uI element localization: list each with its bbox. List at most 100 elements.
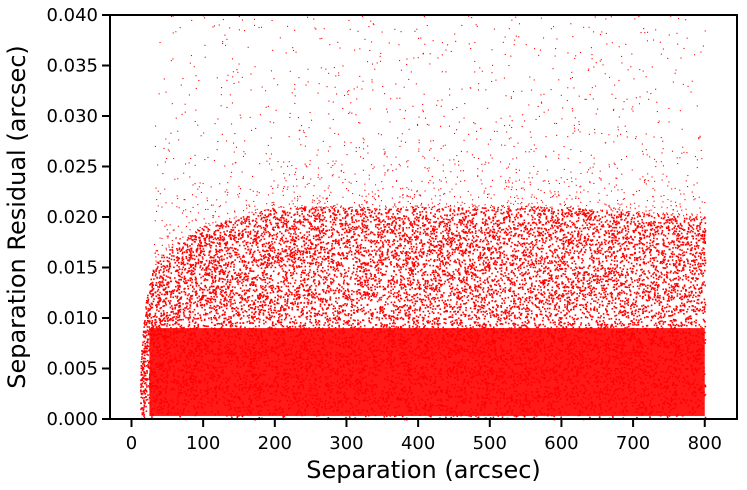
data-point bbox=[612, 330, 614, 332]
data-point bbox=[169, 314, 171, 316]
data-point bbox=[321, 369, 324, 372]
data-point bbox=[574, 366, 576, 369]
data-point bbox=[588, 348, 590, 350]
data-point bbox=[620, 272, 623, 275]
data-point bbox=[515, 228, 517, 230]
data-point bbox=[653, 271, 655, 274]
data-point bbox=[352, 226, 354, 228]
data-point bbox=[563, 286, 566, 289]
data-point bbox=[210, 255, 212, 258]
data-point bbox=[483, 404, 486, 407]
data-point bbox=[398, 376, 401, 379]
data-point bbox=[451, 212, 454, 215]
data-point bbox=[423, 372, 425, 374]
data-point bbox=[309, 321, 311, 323]
data-point bbox=[641, 219, 643, 221]
data-point bbox=[580, 384, 583, 386]
data-point bbox=[510, 394, 513, 397]
data-point bbox=[655, 411, 658, 414]
data-point bbox=[307, 358, 309, 360]
data-point bbox=[488, 264, 491, 266]
data-point bbox=[486, 313, 488, 315]
data-points bbox=[140, 15, 707, 421]
data-point bbox=[662, 267, 665, 269]
data-point bbox=[476, 393, 478, 396]
data-point bbox=[580, 233, 583, 236]
data-point bbox=[198, 382, 201, 384]
data-point bbox=[376, 292, 379, 294]
data-point bbox=[399, 238, 401, 241]
data-point bbox=[675, 267, 678, 269]
data-point bbox=[277, 294, 279, 297]
data-point bbox=[302, 218, 305, 221]
data-point bbox=[663, 403, 666, 405]
data-point bbox=[701, 234, 704, 236]
data-point bbox=[448, 412, 451, 415]
data-point bbox=[408, 373, 410, 376]
data-point bbox=[533, 362, 536, 364]
data-point bbox=[196, 304, 198, 307]
data-point bbox=[499, 337, 501, 340]
data-point bbox=[517, 305, 520, 308]
data-point bbox=[196, 297, 199, 299]
data-point bbox=[457, 247, 460, 250]
data-point bbox=[229, 292, 232, 294]
data-point bbox=[596, 346, 598, 349]
data-point bbox=[181, 271, 183, 274]
data-point bbox=[562, 309, 565, 312]
data-point bbox=[445, 391, 447, 394]
data-point bbox=[473, 249, 475, 252]
data-point bbox=[225, 267, 227, 269]
data-point bbox=[178, 331, 180, 333]
data-point bbox=[672, 247, 674, 249]
data-point bbox=[672, 272, 675, 274]
data-point bbox=[360, 295, 363, 297]
data-point bbox=[249, 401, 252, 403]
data-point bbox=[290, 274, 292, 277]
data-point bbox=[591, 359, 593, 362]
data-point bbox=[178, 314, 181, 317]
data-point bbox=[434, 226, 436, 228]
data-point bbox=[559, 398, 562, 400]
data-point bbox=[438, 224, 440, 227]
data-point bbox=[515, 263, 518, 265]
data-point bbox=[416, 365, 418, 367]
data-point bbox=[686, 349, 689, 352]
data-point bbox=[608, 408, 611, 411]
data-point bbox=[686, 236, 689, 238]
data-point bbox=[441, 283, 443, 286]
data-point bbox=[223, 397, 226, 400]
data-point bbox=[564, 411, 567, 414]
plot-area bbox=[140, 15, 707, 421]
data-point bbox=[289, 250, 292, 252]
data-point bbox=[293, 256, 296, 259]
data-point bbox=[563, 285, 566, 288]
data-point bbox=[171, 251, 174, 254]
data-point bbox=[378, 317, 380, 319]
data-point bbox=[157, 378, 160, 380]
data-point bbox=[544, 270, 547, 272]
data-point bbox=[405, 339, 407, 342]
data-point bbox=[561, 262, 563, 264]
data-point bbox=[669, 271, 672, 274]
data-point bbox=[254, 357, 257, 360]
data-point bbox=[621, 402, 623, 404]
data-point bbox=[540, 265, 543, 267]
data-point bbox=[230, 262, 232, 265]
data-point bbox=[696, 218, 698, 221]
data-point bbox=[424, 294, 426, 297]
data-point bbox=[614, 274, 616, 276]
data-point bbox=[638, 319, 640, 322]
data-point bbox=[450, 356, 452, 358]
data-point bbox=[569, 315, 571, 318]
data-point bbox=[545, 240, 547, 242]
data-point bbox=[533, 244, 536, 247]
data-point bbox=[407, 254, 409, 257]
data-point bbox=[322, 229, 324, 231]
data-point bbox=[164, 302, 167, 304]
data-point bbox=[214, 353, 217, 355]
data-point bbox=[672, 381, 675, 384]
data-point bbox=[634, 243, 636, 246]
data-point bbox=[271, 279, 274, 281]
data-point bbox=[624, 248, 627, 250]
